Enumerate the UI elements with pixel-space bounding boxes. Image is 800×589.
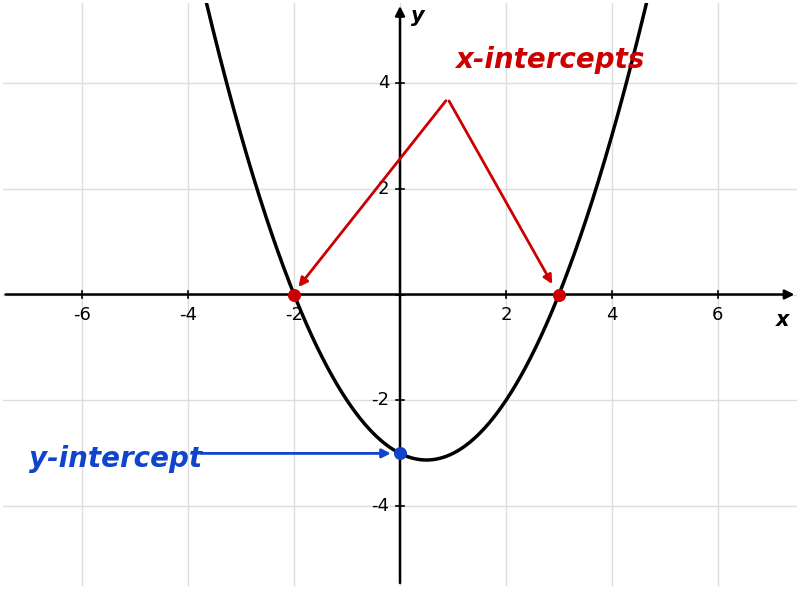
Text: -4: -4 [179, 306, 197, 324]
Text: -6: -6 [74, 306, 91, 324]
Text: 2: 2 [378, 180, 390, 197]
Text: x-intercepts: x-intercepts [456, 45, 645, 74]
Text: 2: 2 [500, 306, 512, 324]
Point [288, 290, 301, 299]
Point [394, 449, 406, 458]
Text: 4: 4 [378, 74, 390, 92]
Text: y-intercept: y-intercept [30, 445, 202, 473]
Text: -2: -2 [371, 392, 390, 409]
Text: 4: 4 [606, 306, 618, 324]
Text: x: x [776, 310, 790, 330]
Text: y: y [410, 6, 424, 26]
Text: -4: -4 [371, 497, 390, 515]
Text: -2: -2 [285, 306, 303, 324]
Text: 6: 6 [712, 306, 723, 324]
Point [553, 290, 566, 299]
